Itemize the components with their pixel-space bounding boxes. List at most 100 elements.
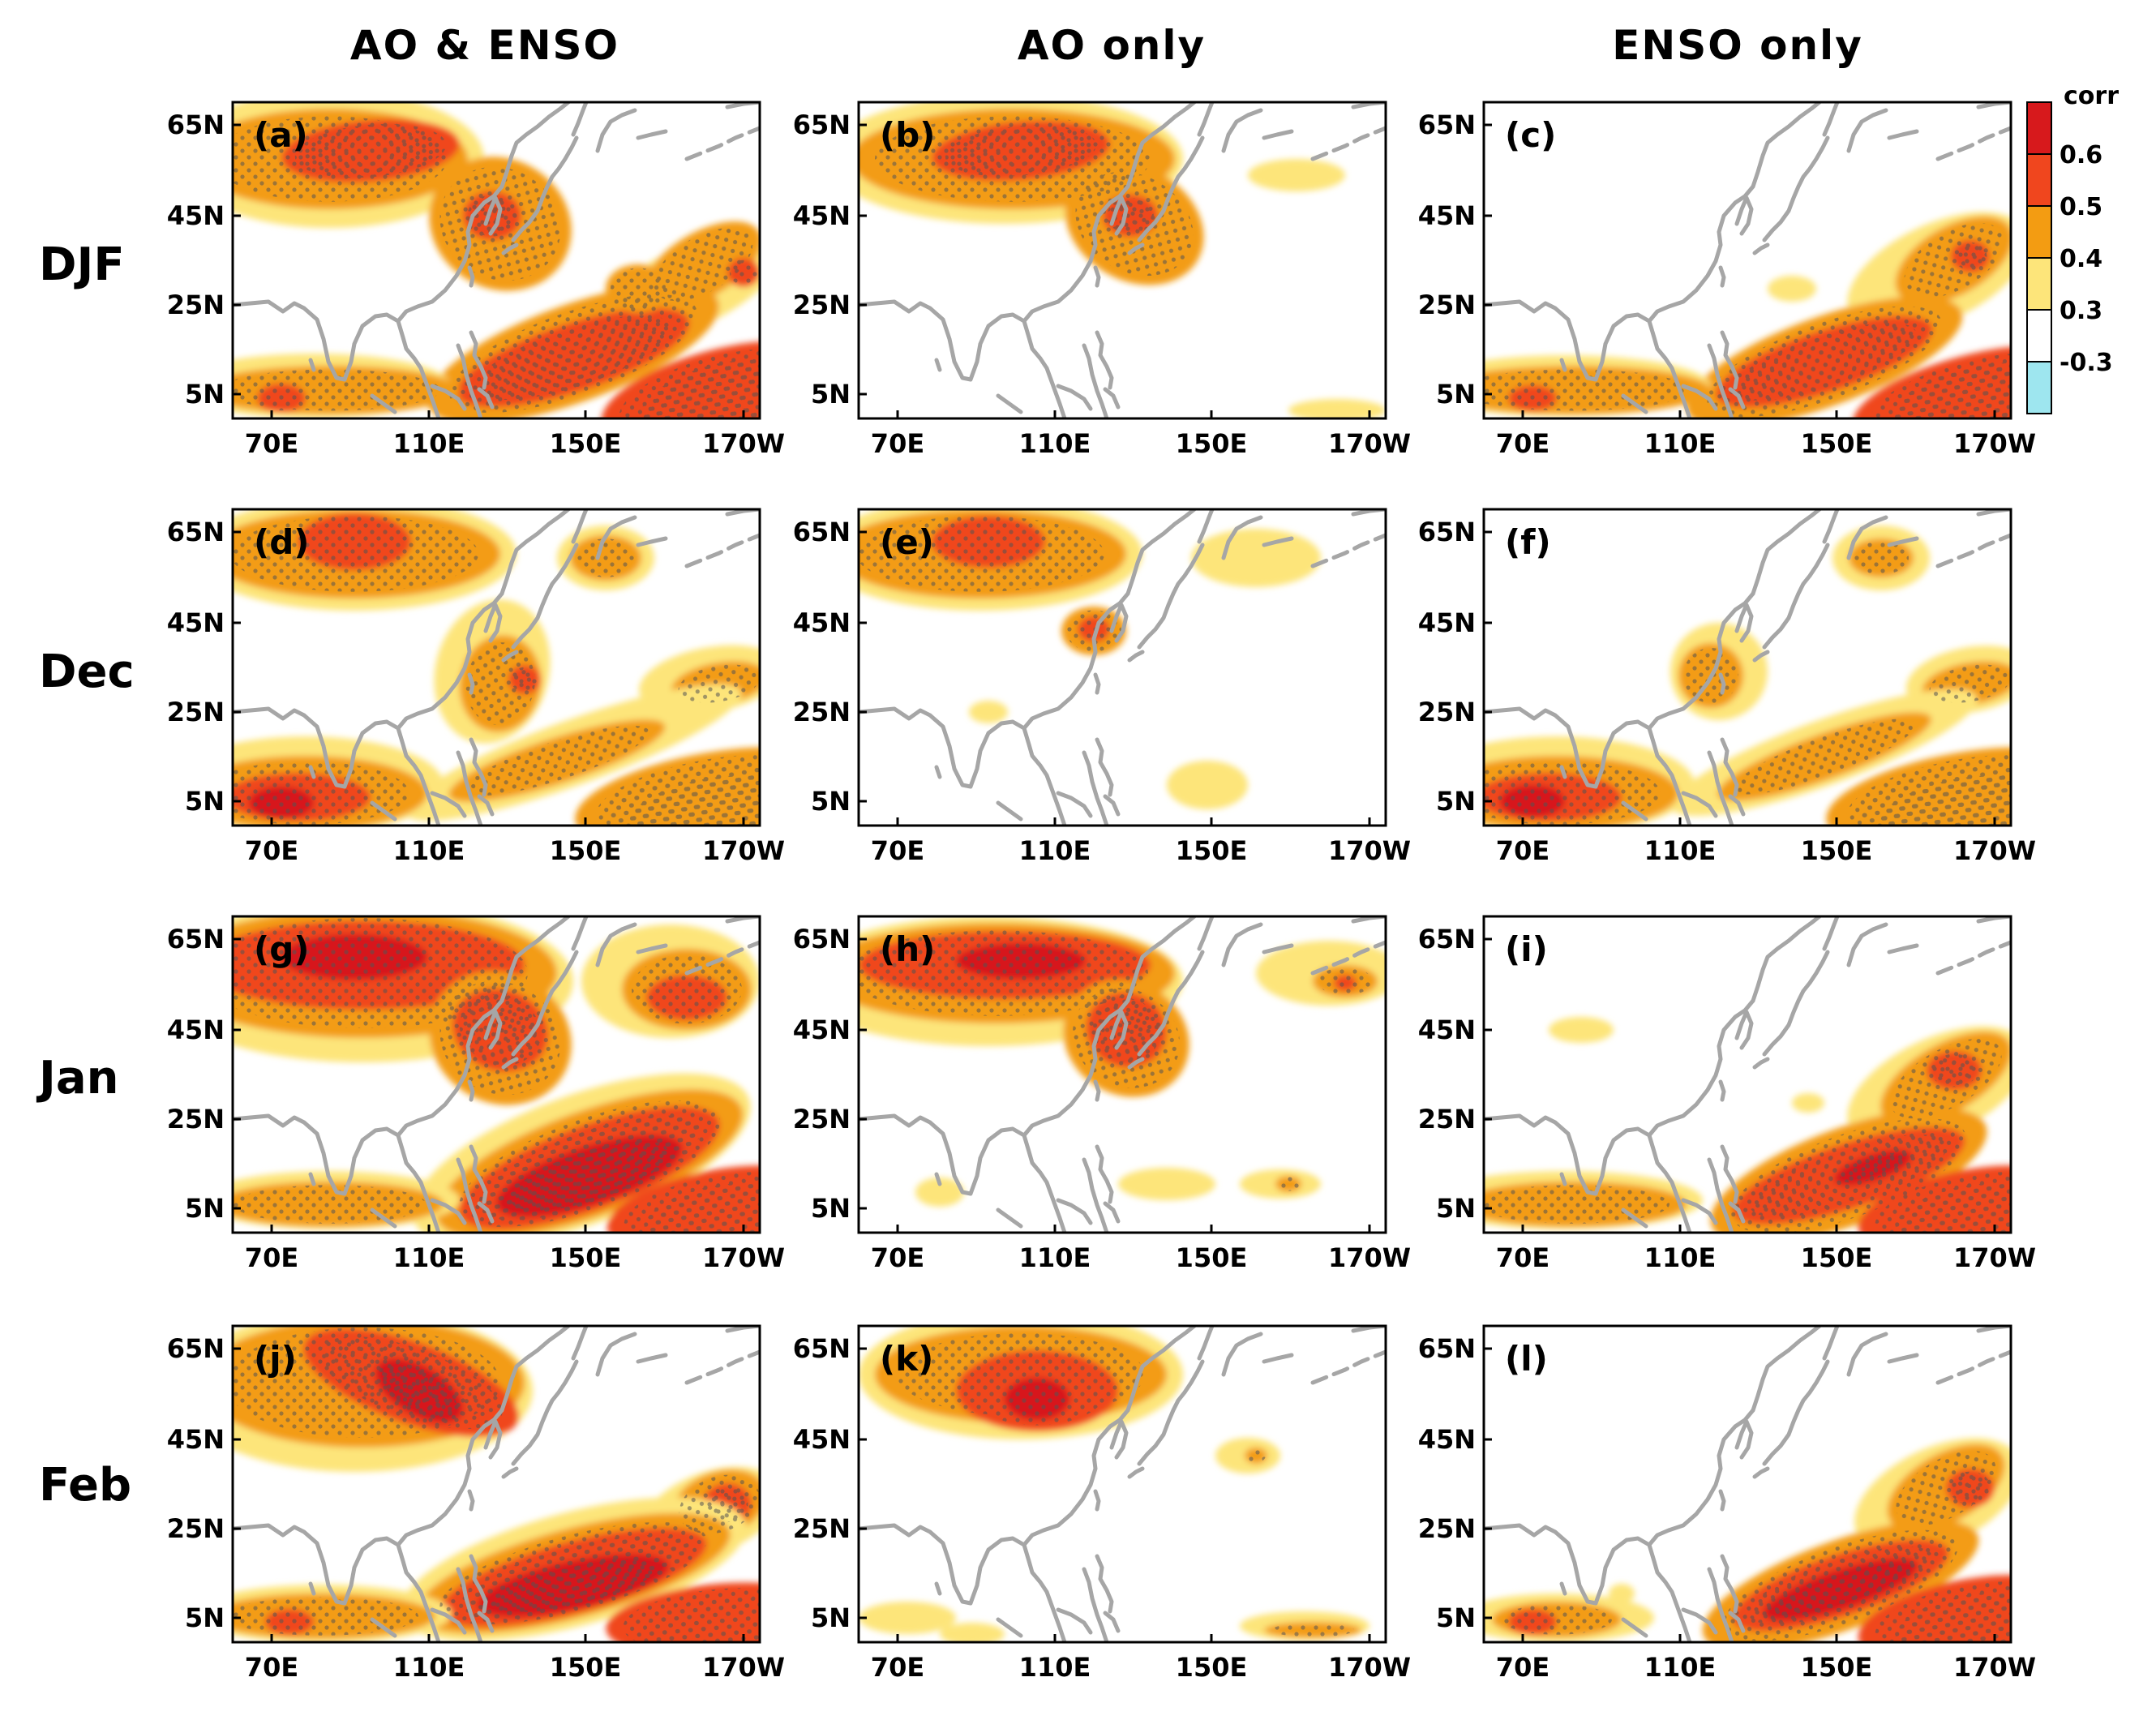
lat-tick-label: 45N bbox=[793, 1014, 851, 1045]
lat-tick-label: 65N bbox=[167, 109, 225, 140]
correlation-contour bbox=[1609, 1584, 1635, 1603]
panel-frame bbox=[231, 1324, 761, 1644]
panel-frame bbox=[1482, 915, 2012, 1234]
panel-frame bbox=[231, 101, 761, 420]
correlation-contour bbox=[1768, 276, 1816, 302]
correlation-contour bbox=[969, 701, 1008, 723]
lon-tick-label: 110E bbox=[1644, 1652, 1717, 1683]
lat-tick-label: 65N bbox=[1418, 1333, 1476, 1364]
lon-tick-label: 150E bbox=[1801, 835, 1873, 866]
significance-stipple bbox=[623, 1588, 760, 1642]
panel-h: 65N 45N 25N 5N 70E 110E 150E 170W (h) bbox=[793, 915, 1411, 1273]
lon-tick-label: 150E bbox=[1801, 1242, 1873, 1273]
lat-tick-label: 5N bbox=[1436, 379, 1476, 410]
colorbar-swatch-4 bbox=[2026, 309, 2052, 362]
significance-stipple bbox=[1875, 1172, 2011, 1233]
lat-tick-label: 45N bbox=[1418, 200, 1476, 231]
significance-stipple bbox=[1949, 1471, 1991, 1505]
significance-stipple bbox=[260, 385, 302, 411]
significance-stipple bbox=[611, 268, 666, 310]
lat-tick-label: 65N bbox=[1418, 109, 1476, 140]
correlation-contour bbox=[1792, 1093, 1824, 1113]
lat-tick-label: 45N bbox=[167, 607, 225, 638]
significance-stipple bbox=[1904, 223, 2004, 298]
significance-stipple bbox=[474, 315, 672, 401]
row-label-djf: DJF bbox=[39, 238, 125, 291]
panel-k: 65N 45N 25N 5N 70E 110E 150E 170W (k) bbox=[793, 1324, 1411, 1683]
lon-tick-label: 110E bbox=[393, 1652, 465, 1683]
correlation-contour bbox=[940, 1623, 1005, 1642]
lat-tick-label: 65N bbox=[167, 924, 225, 954]
correlation-contour bbox=[1549, 1017, 1614, 1043]
significance-stipple bbox=[1774, 1563, 1907, 1616]
row-label-dec: Dec bbox=[39, 646, 135, 698]
lon-tick-label: 70E bbox=[245, 835, 298, 866]
panel-frame bbox=[857, 508, 1387, 827]
significance-stipple bbox=[1009, 1380, 1065, 1418]
panel-b: 65N 45N 25N 5N 70E 110E 150E 170W (b) bbox=[793, 101, 1411, 459]
panel-j: 65N 45N 25N 5N 70E 110E 150E 170W (j) bbox=[167, 1324, 785, 1683]
lon-tick-label: 70E bbox=[871, 1652, 924, 1683]
significance-stipple bbox=[510, 1141, 669, 1211]
lon-tick-label: 70E bbox=[1496, 835, 1549, 866]
panel-i: 65N 45N 25N 5N 70E 110E 150E 170W (i) bbox=[1418, 915, 2036, 1273]
correlation-contour bbox=[915, 1177, 964, 1207]
lon-tick-label: 70E bbox=[1496, 1652, 1549, 1683]
lon-tick-label: 70E bbox=[871, 1242, 924, 1273]
correlation-contour bbox=[859, 1602, 956, 1634]
colorbar-label-3: 0.3 bbox=[2060, 297, 2102, 325]
correlation-field bbox=[859, 916, 1386, 1207]
panel-label: (g) bbox=[254, 929, 309, 969]
lat-tick-label: 25N bbox=[167, 697, 225, 727]
panel-g: 65N 45N 25N 5N 70E 110E 150E 170W (g) bbox=[167, 915, 785, 1273]
lon-tick-label: 150E bbox=[550, 835, 622, 866]
panel-frame bbox=[857, 101, 1387, 420]
lon-tick-label: 150E bbox=[550, 1652, 622, 1683]
significance-stipple bbox=[1875, 1581, 2011, 1642]
lat-tick-label: 65N bbox=[793, 517, 851, 547]
panel-e: 65N 45N 25N 5N 70E 110E 150E 170W (e) bbox=[793, 508, 1411, 866]
colorbar-title: corr bbox=[2064, 82, 2119, 110]
lon-tick-label: 110E bbox=[1644, 835, 1717, 866]
significance-stipple bbox=[465, 642, 535, 725]
lon-tick-label: 70E bbox=[245, 1652, 298, 1683]
significance-stipple bbox=[1929, 664, 2011, 703]
panel-frame bbox=[857, 1324, 1387, 1644]
lon-tick-label: 170W bbox=[702, 428, 785, 459]
lon-tick-label: 110E bbox=[1644, 1242, 1717, 1273]
lon-tick-label: 110E bbox=[393, 428, 465, 459]
lat-tick-label: 25N bbox=[167, 1104, 225, 1135]
lat-tick-label: 5N bbox=[185, 1193, 225, 1224]
panel-label: (b) bbox=[880, 115, 935, 155]
lon-tick-label: 110E bbox=[1019, 1652, 1091, 1683]
correlation-contour bbox=[1191, 529, 1321, 587]
lat-tick-label: 45N bbox=[793, 607, 851, 638]
lon-tick-label: 110E bbox=[1644, 428, 1717, 459]
lon-tick-label: 150E bbox=[1176, 1652, 1248, 1683]
significance-stipple bbox=[511, 667, 538, 693]
colorbar-label-0: 0.6 bbox=[2060, 141, 2102, 169]
lat-tick-label: 5N bbox=[811, 786, 851, 817]
panel-d: 65N 45N 25N 5N 70E 110E 150E 170W (d) bbox=[167, 508, 785, 866]
correlation-contour bbox=[1288, 399, 1386, 418]
significance-stipple bbox=[966, 946, 1076, 976]
lat-tick-label: 5N bbox=[185, 786, 225, 817]
lon-tick-label: 170W bbox=[702, 835, 785, 866]
correlation-field bbox=[1484, 1438, 2011, 1642]
lon-tick-label: 70E bbox=[871, 835, 924, 866]
panel-label: (f) bbox=[1505, 522, 1551, 562]
panel-frame bbox=[231, 508, 761, 827]
significance-stipple bbox=[619, 349, 760, 418]
lat-tick-label: 25N bbox=[1418, 697, 1476, 727]
correlation-field bbox=[233, 102, 760, 418]
panel-frame bbox=[231, 915, 761, 1234]
lat-tick-label: 25N bbox=[793, 1104, 851, 1135]
significance-stipple bbox=[706, 1486, 748, 1523]
correlation-contour bbox=[1118, 1168, 1215, 1200]
significance-stipple bbox=[1080, 618, 1108, 641]
lat-tick-label: 5N bbox=[811, 1193, 851, 1224]
lat-tick-label: 45N bbox=[1418, 1014, 1476, 1045]
lon-tick-label: 150E bbox=[1176, 835, 1248, 866]
lon-tick-label: 110E bbox=[393, 835, 465, 866]
